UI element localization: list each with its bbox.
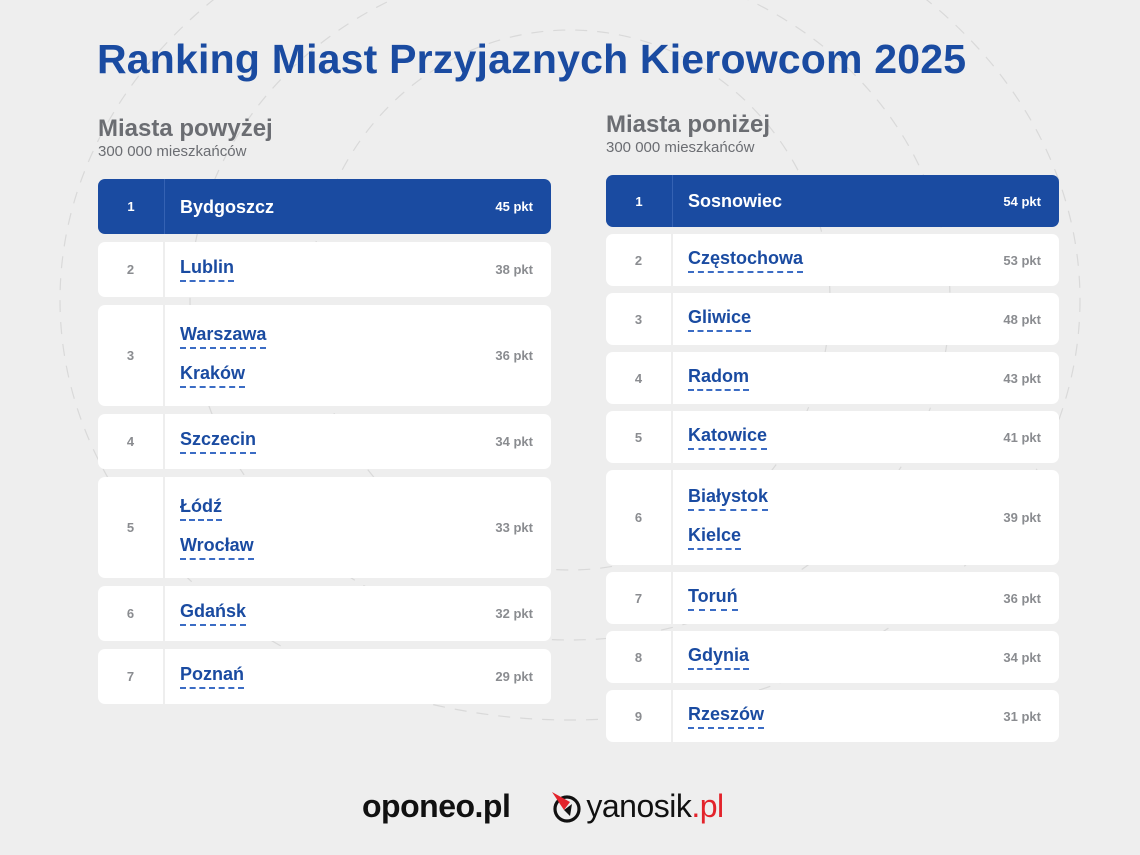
score-points: 34 pkt: [1003, 649, 1041, 665]
rank-number: 2: [98, 242, 165, 297]
section-above-300k: Miasta powyżej 300 000 mieszkańców 1 Bydg…: [98, 115, 551, 712]
score-points: 39 pkt: [1003, 510, 1041, 525]
oponeo-logo[interactable]: oponeo.pl: [362, 788, 511, 824]
rank-number: 4: [606, 352, 673, 404]
score-points: 48 pkt: [1003, 311, 1041, 327]
ranking-row: 6 Białystok Kielce 39 pkt: [606, 470, 1059, 565]
section-subheading: 300 000 mieszkańców: [98, 143, 247, 160]
city-link[interactable]: Lublin: [180, 257, 234, 282]
score-points: 53 pkt: [1003, 252, 1041, 268]
ranking-row: 2 Lublin 38 pkt: [98, 242, 551, 297]
city-names: Gliwice: [673, 293, 969, 345]
score-points: 38 pkt: [495, 262, 533, 277]
score-points: 31 pkt: [1003, 708, 1041, 724]
section-below-300k: Miasta poniżej 300 000 mieszkańców 1 Sosn…: [606, 111, 1059, 749]
city-link[interactable]: Gdynia: [688, 645, 750, 670]
city-link[interactable]: Białystok: [688, 486, 769, 511]
section-heading: Miasta powyżej: [98, 115, 273, 142]
city-link[interactable]: Katowice: [688, 425, 768, 450]
city-names: Toruń: [673, 572, 969, 624]
city-link[interactable]: Łódź: [180, 496, 222, 521]
city-link: Sosnowiec: [688, 191, 783, 211]
ranking-row: 1 Bydgoszcz 45 pkt: [98, 179, 551, 234]
city-names: Białystok Kielce: [673, 470, 969, 565]
ranking-row: 7 Toruń 36 pkt: [606, 572, 1059, 624]
ranking-row: 5 Katowice 41 pkt: [606, 411, 1059, 463]
rank-number: 1: [606, 175, 673, 227]
city-names: Gdynia: [673, 631, 969, 683]
city-link[interactable]: Szczecin: [180, 429, 257, 454]
city-link[interactable]: Gliwice: [688, 307, 752, 332]
rank-number: 7: [98, 649, 165, 704]
city-names: Radom: [673, 352, 969, 404]
score-points: 29 pkt: [495, 669, 533, 684]
city-link[interactable]: Wrocław: [180, 535, 254, 560]
city-names: Lublin: [165, 242, 461, 297]
ranking-list: 1 Sosnowiec 54 pkt 2 Częstochowa 53 pkt 3 Gliwi…: [606, 175, 1059, 749]
rank-number: 3: [98, 305, 165, 406]
rank-number: 7: [606, 572, 673, 624]
score-points: 32 pkt: [495, 606, 533, 621]
ranking-row: 4 Szczecin 34 pkt: [98, 414, 551, 469]
score-points: 33 pkt: [495, 520, 533, 535]
page-title: Ranking Miast Przyjaznych Kierowcom 2025: [97, 36, 967, 82]
footer-logos: oponeo.pl yanosik .pl: [362, 788, 724, 825]
city-names: Częstochowa: [673, 234, 969, 286]
score-points: 54 pkt: [1003, 193, 1041, 209]
yanosik-logo-text: yanosik: [586, 788, 692, 824]
city-names: Sosnowiec: [673, 175, 969, 227]
score-points: 36 pkt: [495, 348, 533, 363]
city-names: Gdańsk: [165, 586, 461, 641]
rank-number: 2: [606, 234, 673, 286]
city-names: Poznań: [165, 649, 461, 704]
rank-number: 9: [606, 690, 673, 742]
city-link[interactable]: Radom: [688, 366, 750, 391]
score-points: 43 pkt: [1003, 370, 1041, 386]
city-link[interactable]: Częstochowa: [688, 248, 804, 273]
ranking-row: 7 Poznań 29 pkt: [98, 649, 551, 704]
ranking-row: 4 Radom 43 pkt: [606, 352, 1059, 404]
ranking-row: 1 Sosnowiec 54 pkt: [606, 175, 1059, 227]
ranking-row: 2 Częstochowa 53 pkt: [606, 234, 1059, 286]
score-points: 41 pkt: [1003, 429, 1041, 445]
score-points: 45 pkt: [495, 199, 533, 214]
city-link[interactable]: Gdańsk: [180, 601, 247, 626]
rank-number: 3: [606, 293, 673, 345]
city-link[interactable]: Rzeszów: [688, 704, 765, 729]
rank-number: 5: [98, 477, 165, 578]
city-names: Bydgoszcz: [165, 179, 461, 234]
section-subheading: 300 000 mieszkańców: [606, 139, 755, 156]
ranking-row: 8 Gdynia 34 pkt: [606, 631, 1059, 683]
section-heading: Miasta poniżej: [606, 111, 771, 138]
rank-number: 8: [606, 631, 673, 683]
rank-number: 5: [606, 411, 673, 463]
ranking-row: 5 Łódź Wrocław 33 pkt: [98, 477, 551, 578]
rank-number: 6: [98, 586, 165, 641]
rank-number: 1: [98, 179, 165, 234]
city-names: Katowice: [673, 411, 969, 463]
city-link[interactable]: Kraków: [180, 363, 246, 388]
city-names: Łódź Wrocław: [165, 477, 461, 578]
score-points: 34 pkt: [495, 434, 533, 449]
rank-number: 6: [606, 470, 673, 565]
city-link[interactable]: Warszawa: [180, 324, 267, 349]
city-link[interactable]: Kielce: [688, 525, 742, 550]
rank-number: 4: [98, 414, 165, 469]
ranking-row: 3 Warszawa Kraków 36 pkt: [98, 305, 551, 406]
city-link[interactable]: Poznań: [180, 664, 245, 689]
ranking-row: 6 Gdańsk 32 pkt: [98, 586, 551, 641]
yanosik-logo-tld: .pl: [691, 788, 724, 824]
yanosik-logo[interactable]: yanosik .pl: [550, 788, 724, 825]
ranking-list: 1 Bydgoszcz 45 pkt 2 Lublin 38 pkt 3 Warszawa Kr…: [98, 179, 551, 712]
city-names: Rzeszów: [673, 690, 969, 742]
city-names: Szczecin: [165, 414, 461, 469]
score-points: 36 pkt: [1003, 590, 1041, 606]
yanosik-compass-icon: [552, 791, 581, 823]
ranking-row: 3 Gliwice 48 pkt: [606, 293, 1059, 345]
city-link[interactable]: Toruń: [688, 586, 738, 611]
ranking-row: 9 Rzeszów 31 pkt: [606, 690, 1059, 742]
city-link: Bydgoszcz: [180, 196, 275, 217]
city-names: Warszawa Kraków: [165, 305, 461, 406]
